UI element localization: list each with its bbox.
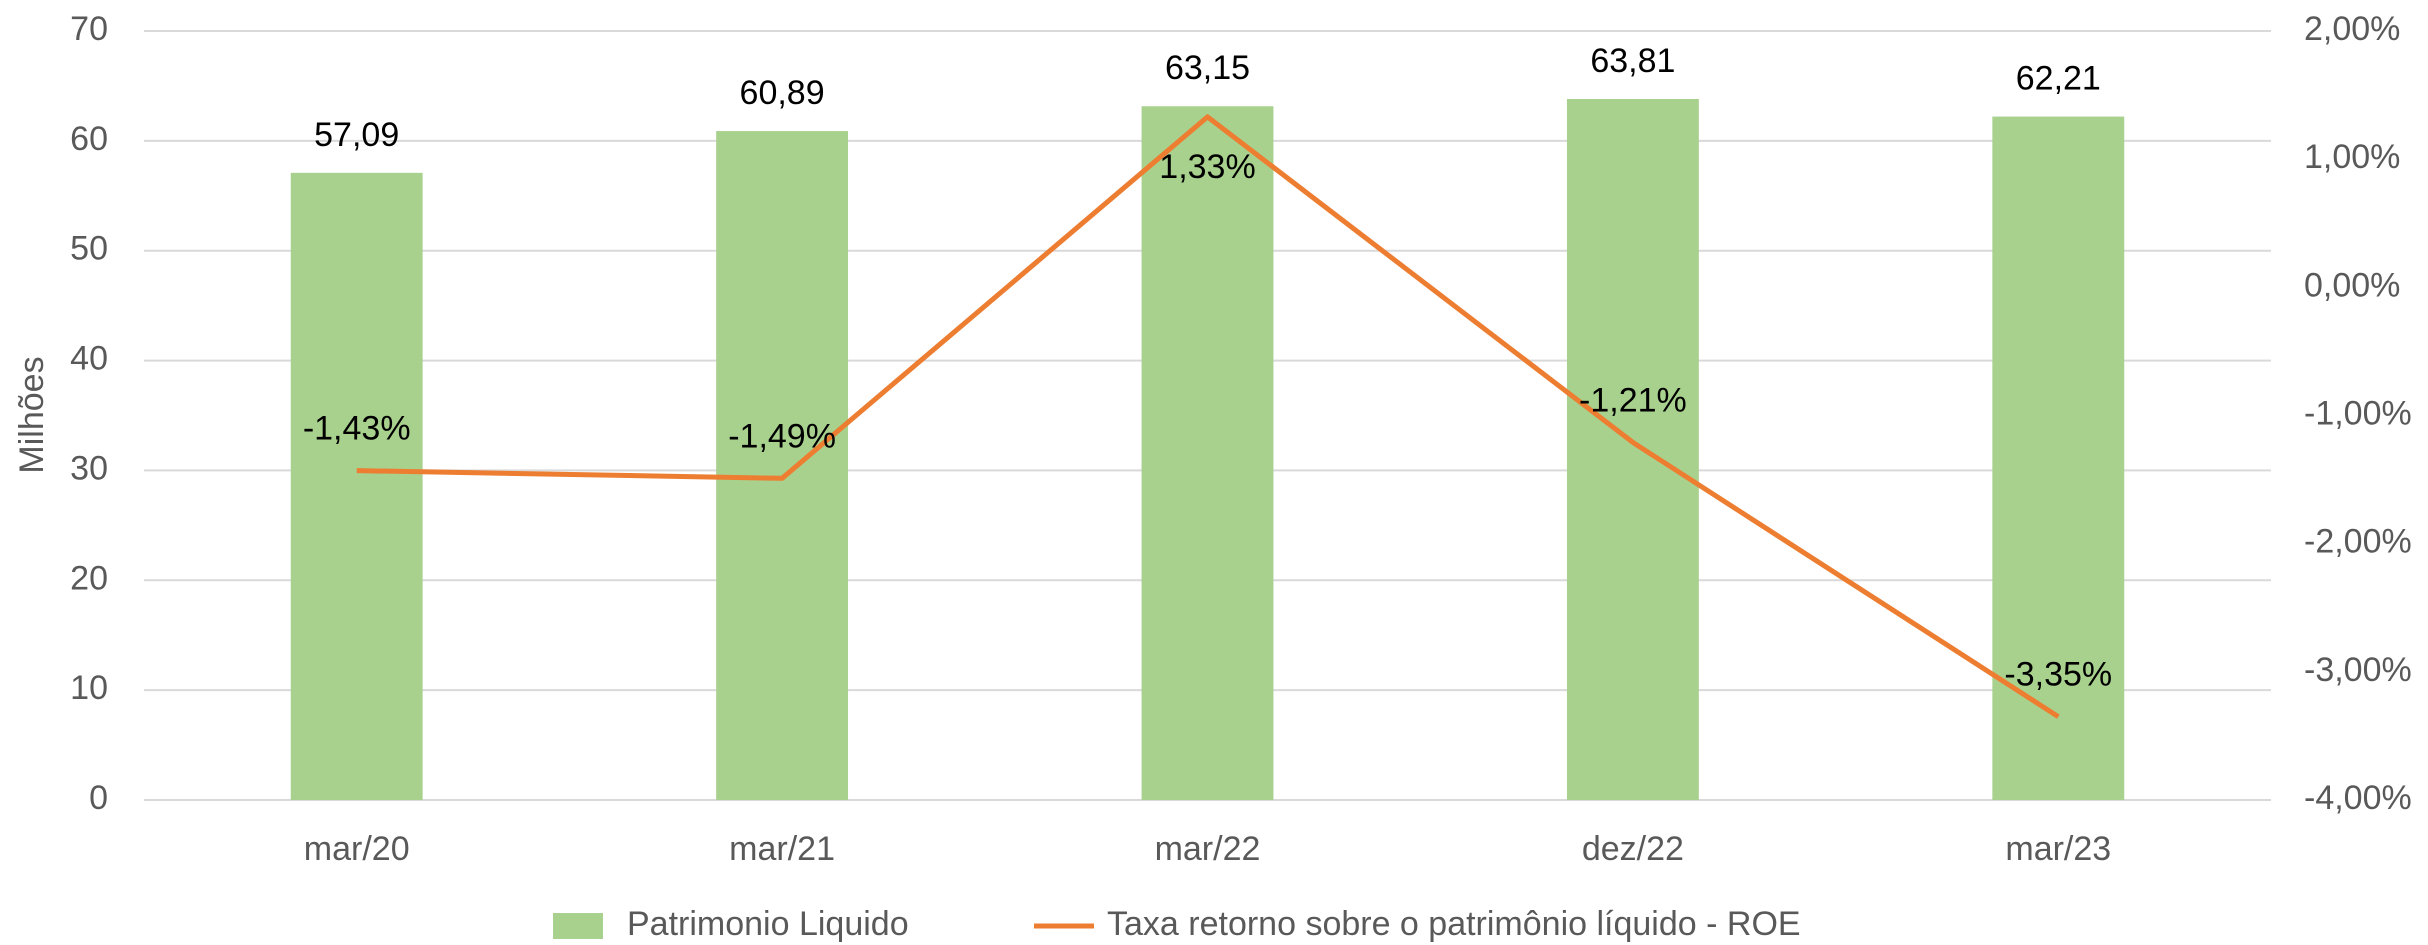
y2-tick-label: 2,00%: [2304, 10, 2400, 48]
y-tick-label: 40: [70, 340, 108, 378]
y2-tick-label: 1,00%: [2304, 138, 2400, 176]
data-label: -1,49%: [728, 417, 836, 455]
x-tick-label: dez/22: [1582, 830, 1684, 868]
y2-tick-label: -1,00%: [2304, 394, 2412, 432]
y-tick-label: 30: [70, 449, 108, 487]
x-tick-label: mar/21: [729, 830, 835, 868]
data-label: 63,15: [1165, 49, 1250, 87]
data-label: -3,35%: [2004, 656, 2112, 694]
legend-label: Patrimonio Liquido: [627, 905, 909, 943]
legend-swatch: [553, 913, 603, 939]
y-tick-label: 50: [70, 230, 108, 268]
data-label: 57,09: [314, 116, 399, 154]
data-label: 60,89: [740, 74, 825, 112]
bar: [1992, 116, 2125, 800]
y2-tick-label: -3,00%: [2304, 651, 2412, 689]
line: [356, 114, 2060, 719]
y2-tick-label: -4,00%: [2304, 779, 2412, 817]
data-label: 62,21: [2016, 60, 2101, 98]
data-label: 63,81: [1590, 42, 1675, 80]
y-tick-label: 20: [70, 559, 108, 597]
y-tick-label: 70: [70, 10, 108, 48]
bar: [290, 172, 423, 801]
data-label: -1,21%: [1579, 381, 1687, 419]
y2-tick-label: -2,00%: [2304, 523, 2412, 561]
bar: [1566, 99, 1699, 800]
bar: [1141, 106, 1274, 801]
x-tick-label: mar/20: [304, 830, 410, 868]
legend-label: Taxa retorno sobre o patrimônio líquido …: [1107, 905, 1801, 943]
data-label: -1,43%: [303, 410, 411, 448]
y-tick-label: 0: [89, 779, 108, 817]
x-tick-label: mar/23: [2005, 830, 2111, 868]
y-axis-title: Milhões: [13, 356, 51, 473]
x-tick-label: mar/22: [1155, 830, 1261, 868]
y2-tick-label: 0,00%: [2304, 266, 2400, 304]
bar: [716, 131, 849, 801]
y-tick-label: 10: [70, 669, 108, 707]
y-tick-label: 60: [70, 120, 108, 158]
data-label: 1,33%: [1159, 148, 1255, 186]
